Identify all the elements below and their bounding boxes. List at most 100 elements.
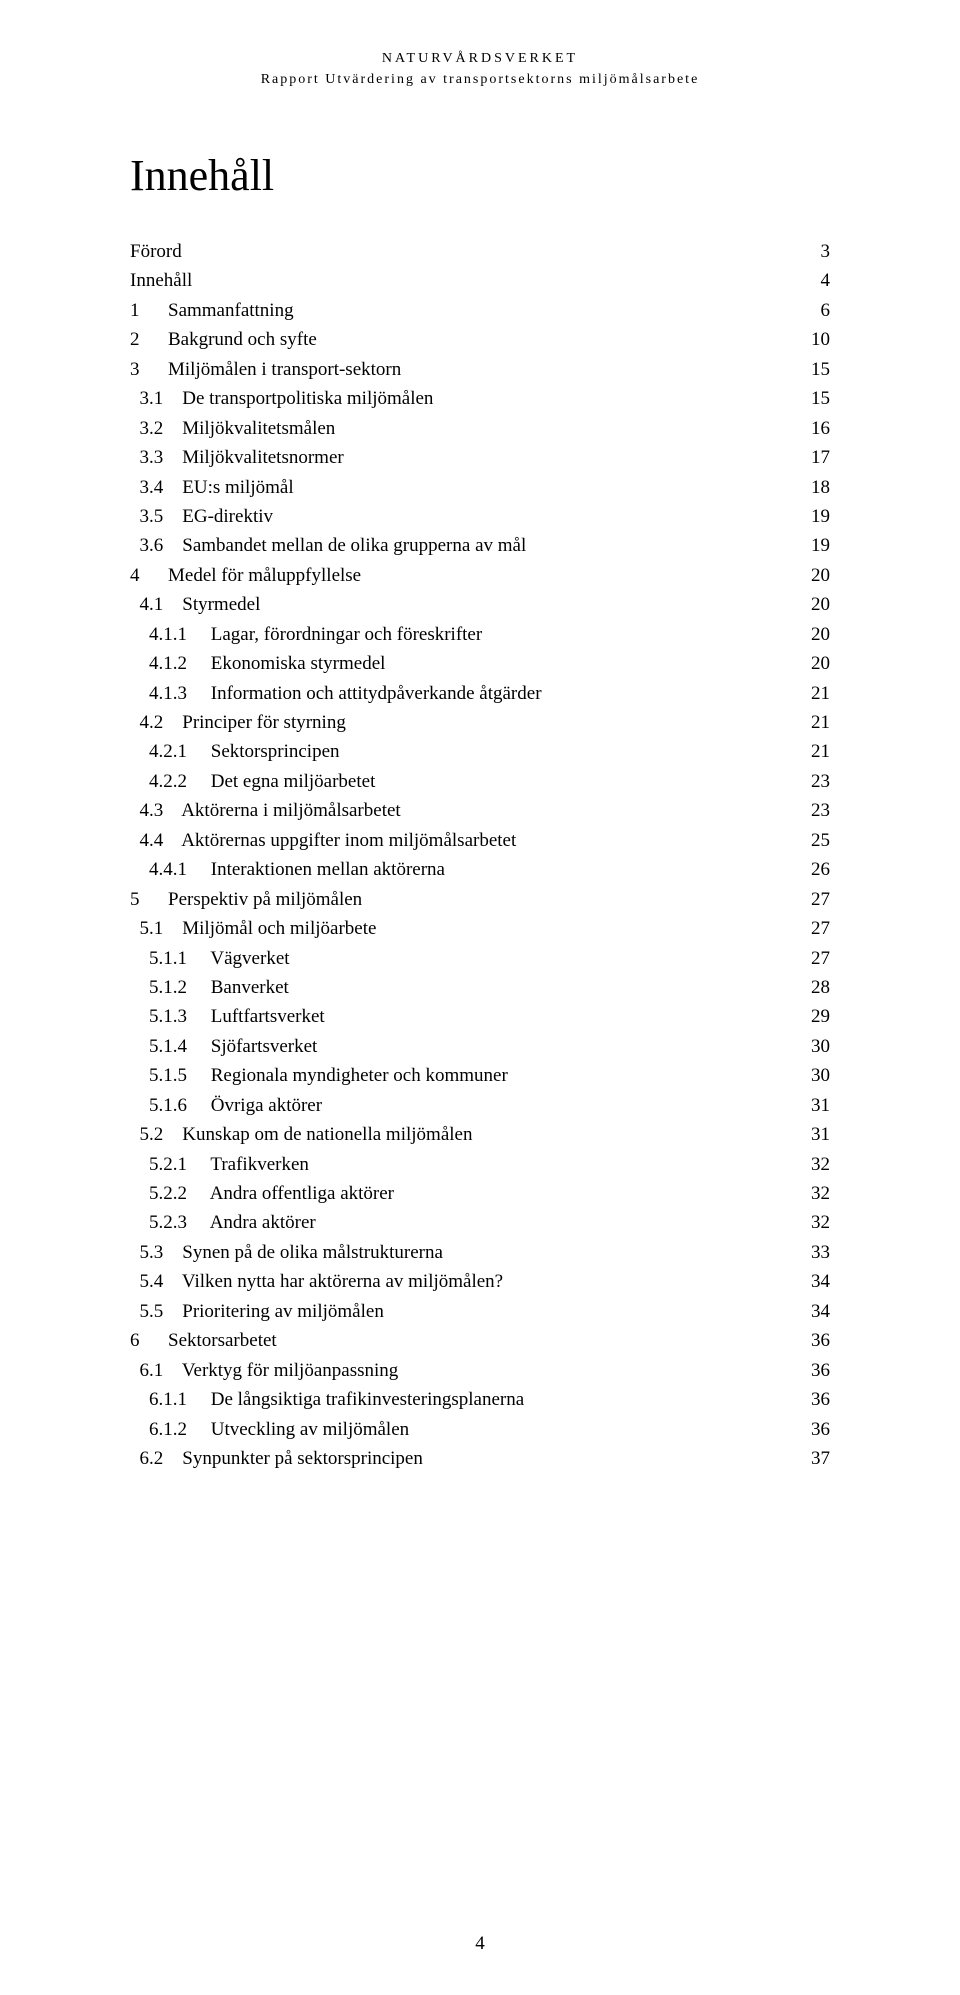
toc-page-number: 27 [788,914,830,943]
toc-page-number: 3 [788,237,830,266]
toc-label: 5.2.2 Andra offentliga aktörer [130,1179,394,1208]
toc-page-number: 34 [788,1297,830,1326]
toc-row: 3.2 Miljökvalitetsmålen16 [130,414,830,443]
toc-page-number: 26 [788,855,830,884]
toc-row: 4.1 Styrmedel20 [130,590,830,619]
toc-label: 5 Perspektiv på miljömålen [130,885,362,914]
toc-label: 4.1.3 Information och attitydpåverkande … [130,679,542,708]
toc-label: 4.2 Principer för styrning [130,708,346,737]
toc-row: 3.6 Sambandet mellan de olika grupperna … [130,531,830,560]
toc-page-number: 16 [788,414,830,443]
toc-row: 2 Bakgrund och syfte 10 [130,325,830,354]
toc-label: 6.1.1 De långsiktiga trafikinvesteringsp… [130,1385,524,1414]
toc-label: 3.5 EG-direktiv [130,502,273,531]
toc-label: 5.1.3 Luftfartsverket [130,1002,325,1031]
page-footer: 4 [0,1933,960,1955]
toc-row: 4 Medel för måluppfyllelse20 [130,561,830,590]
toc-page-number: 27 [788,944,830,973]
toc-page-number: 36 [788,1385,830,1414]
toc-row: 3.1 De transportpolitiska miljömålen 15 [130,384,830,413]
toc-row: 5.1.5 Regionala myndigheter och kommuner… [130,1061,830,1090]
toc-label: 4.1.1 Lagar, förordningar och föreskrift… [130,620,482,649]
toc-label: 4 Medel för måluppfyllelse [130,561,361,590]
toc-label: 4.4 Aktörernas uppgifter inom miljömålsa… [130,826,516,855]
toc-page-number: 36 [788,1326,830,1355]
toc-row: Förord 3 [130,237,830,266]
toc-label: Förord [130,237,182,266]
toc-label: 5.1.5 Regionala myndigheter och kommuner [130,1061,508,1090]
toc-row: 4.2.2 Det egna miljöarbetet23 [130,767,830,796]
toc-page-number: 28 [788,973,830,1002]
toc-label: Innehåll [130,266,192,295]
toc-page-number: 4 [788,266,830,295]
toc-label: 5.1.6 Övriga aktörer [130,1091,322,1120]
document-page: NATURVÅRDSVERKET Rapport Utvärdering av … [0,0,960,1995]
toc-label: 5.3 Synen på de olika målstrukturerna [130,1238,443,1267]
toc-row: 5.5 Prioritering av miljömålen 34 [130,1297,830,1326]
toc-row: 4.4.1 Interaktionen mellan aktörerna 26 [130,855,830,884]
toc-page-number: 30 [788,1061,830,1090]
page-title: Innehåll [130,150,830,201]
toc-label: 3.3 Miljökvalitetsnormer [130,443,344,472]
toc-row: Innehåll 4 [130,266,830,295]
toc-row: 5.2.1 Trafikverken32 [130,1150,830,1179]
toc-page-number: 36 [788,1415,830,1444]
toc-label: 5.2 Kunskap om de nationella miljömålen [130,1120,472,1149]
toc-page-number: 27 [788,885,830,914]
toc-page-number: 20 [788,590,830,619]
header-line-2: Rapport Utvärdering av transportsektorns… [130,69,830,90]
toc-page-number: 23 [788,796,830,825]
toc-page-number: 21 [788,708,830,737]
toc-label: 5.1 Miljömål och miljöarbete [130,914,376,943]
toc-row: 4.1.2 Ekonomiska styrmedel20 [130,649,830,678]
toc-row: 5.2 Kunskap om de nationella miljömålen 3… [130,1120,830,1149]
toc-page-number: 31 [788,1120,830,1149]
toc-row: 3.5 EG-direktiv 19 [130,502,830,531]
toc-page-number: 10 [788,325,830,354]
toc-row: 5.1.3 Luftfartsverket29 [130,1002,830,1031]
toc-row: 3 Miljömålen i transport-sektorn 15 [130,355,830,384]
toc-label: 3.1 De transportpolitiska miljömålen [130,384,433,413]
table-of-contents: Förord3Innehåll41 Sammanfattning62 Bakgr… [130,237,830,1473]
toc-label: 2 Bakgrund och syfte [130,325,317,354]
toc-label: 5.4 Vilken nytta har aktörerna av miljöm… [130,1267,503,1296]
toc-row: 1 Sammanfattning 6 [130,296,830,325]
toc-page-number: 20 [788,649,830,678]
toc-row: 4.4 Aktörernas uppgifter inom miljömålsa… [130,826,830,855]
toc-page-number: 15 [788,355,830,384]
toc-label: 4.4.1 Interaktionen mellan aktörerna [130,855,445,884]
toc-label: 5.1.2 Banverket [130,973,289,1002]
toc-label: 1 Sammanfattning [130,296,294,325]
toc-row: 5.1 Miljömål och miljöarbete 27 [130,914,830,943]
toc-row: 3.3 Miljökvalitetsnormer 17 [130,443,830,472]
toc-page-number: 17 [788,443,830,472]
toc-label: 6.1 Verktyg för miljöanpassning [130,1356,398,1385]
toc-label: 3 Miljömålen i transport-sektorn [130,355,401,384]
toc-label: 5.1.4 Sjöfartsverket [130,1032,317,1061]
toc-row: 5 Perspektiv på miljömålen 27 [130,885,830,914]
toc-page-number: 31 [788,1091,830,1120]
toc-page-number: 21 [788,737,830,766]
toc-label: 5.5 Prioritering av miljömålen [130,1297,384,1326]
toc-row: 5.2.2 Andra offentliga aktörer 32 [130,1179,830,1208]
toc-page-number: 21 [788,679,830,708]
toc-page-number: 6 [788,296,830,325]
toc-label: 6 Sektorsarbetet [130,1326,277,1355]
toc-label: 4.2.2 Det egna miljöarbetet [130,767,375,796]
toc-row: 6.1 Verktyg för miljöanpassning36 [130,1356,830,1385]
toc-label: 6.2 Synpunkter på sektorsprincipen [130,1444,423,1473]
toc-label: 5.2.3 Andra aktörer [130,1208,316,1237]
toc-page-number: 37 [788,1444,830,1473]
toc-page-number: 20 [788,620,830,649]
toc-page-number: 15 [788,384,830,413]
toc-page-number: 32 [788,1179,830,1208]
toc-row: 5.1.4 Sjöfartsverket30 [130,1032,830,1061]
toc-page-number: 19 [788,502,830,531]
toc-label: 3.4 EU:s miljömål [130,473,294,502]
toc-row: 4.1.3 Information och attitydpåverkande … [130,679,830,708]
toc-row: 6.2 Synpunkter på sektorsprincipen 37 [130,1444,830,1473]
toc-row: 4.3 Aktörerna i miljömålsarbetet23 [130,796,830,825]
toc-page-number: 32 [788,1208,830,1237]
toc-page-number: 18 [788,473,830,502]
toc-page-number: 25 [788,826,830,855]
